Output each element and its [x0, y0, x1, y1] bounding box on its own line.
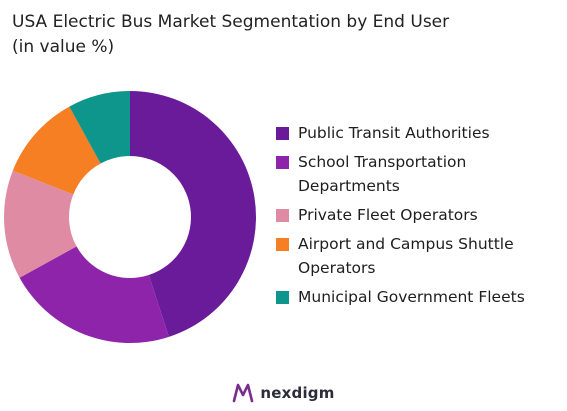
legend-label: Departments: [298, 177, 400, 195]
nexdigm-logo-icon: [233, 383, 254, 403]
legend-swatch: [276, 127, 289, 140]
donut-slice-2: [19, 246, 169, 343]
legend-label: Public Transit Authorities: [298, 124, 490, 142]
donut-slice-3: [4, 170, 77, 278]
legend-swatch: [276, 238, 289, 251]
legend-label: Private Fleet Operators: [298, 206, 478, 224]
legend-label: Operators: [298, 259, 376, 277]
legend-label: School Transportation: [298, 153, 467, 171]
legend-item-5: Municipal Government Fleets: [276, 285, 566, 309]
donut-chart: [4, 91, 256, 343]
legend-label: Airport and Campus Shuttle: [298, 235, 514, 253]
legend-swatch: [276, 156, 289, 169]
legend-item-1: Public Transit Authorities: [276, 121, 566, 145]
chart-title-line-1: USA Electric Bus Market Segmentation by …: [12, 12, 450, 32]
chart-title-line-2: (in value %): [12, 37, 115, 57]
footer: nexdigm: [0, 383, 567, 407]
legend-label: Municipal Government Fleets: [298, 288, 525, 306]
donut-slice-5: [69, 91, 130, 164]
chart-title: USA Electric Bus Market Segmentation by …: [12, 10, 557, 60]
legend-item-4: Airport and Campus Shuttle Operators: [276, 232, 566, 280]
brand-name: nexdigm: [260, 384, 335, 402]
donut-slice-1: [130, 91, 256, 337]
legend-swatch: [276, 291, 289, 304]
donut-slice-4: [12, 106, 101, 195]
legend-swatch: [276, 209, 289, 222]
legend-item-2: School Transportation Departments: [276, 150, 566, 198]
legend-item-3: Private Fleet Operators: [276, 203, 566, 227]
brand-logo: nexdigm: [232, 383, 334, 403]
chart-legend: Public Transit Authorities School Transpo…: [276, 121, 566, 314]
